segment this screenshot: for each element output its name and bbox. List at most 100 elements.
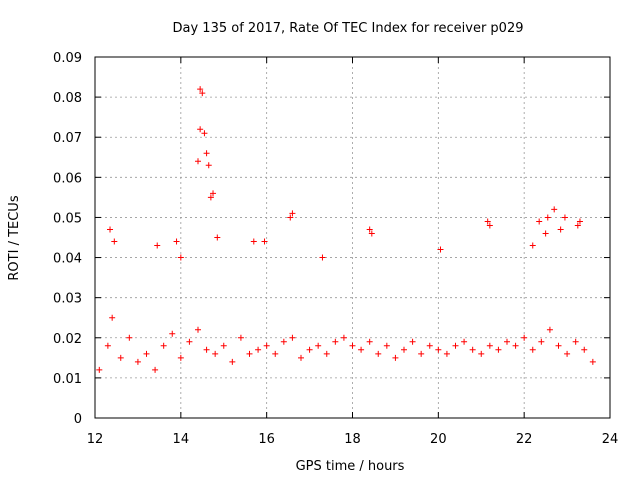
data-point (366, 226, 373, 233)
data-point (564, 350, 571, 357)
data-point (109, 314, 116, 321)
data-point (392, 354, 399, 361)
data-point (443, 350, 450, 357)
data-point (315, 342, 322, 349)
data-point (169, 330, 176, 337)
data-point (205, 162, 212, 169)
data-point (237, 334, 244, 341)
data-point (203, 150, 210, 157)
x-axis: 12 14 16 18 20 22 24 (87, 57, 619, 447)
y-tick-label: 0 (74, 412, 82, 427)
data-point (104, 342, 111, 349)
data-point (551, 206, 558, 213)
data-point (246, 350, 253, 357)
data-point (529, 242, 536, 249)
y-tick-label: 0.09 (53, 51, 82, 66)
data-point (409, 338, 416, 345)
data-point (280, 338, 287, 345)
y-tick-label: 0.01 (53, 372, 82, 387)
data-point (152, 366, 159, 373)
data-point (289, 334, 296, 341)
data-point (111, 238, 118, 245)
data-point (332, 338, 339, 345)
data-point (521, 334, 528, 341)
data-point (177, 254, 184, 261)
data-point (375, 350, 382, 357)
data-point (435, 346, 442, 353)
data-point (154, 242, 161, 249)
data-point (358, 346, 365, 353)
data-point (173, 238, 180, 245)
data-point (319, 254, 326, 261)
data-point (250, 238, 257, 245)
x-tick-label: 24 (602, 432, 619, 447)
data-point (298, 354, 304, 361)
data-point (478, 350, 485, 357)
data-point (486, 342, 493, 349)
data-point (401, 346, 407, 353)
data-point (306, 346, 313, 353)
data-point (199, 90, 206, 97)
data-point (504, 338, 510, 345)
data-point (134, 358, 141, 365)
x-tick-label: 22 (516, 432, 533, 447)
chart-title: Day 135 of 2017, Rate Of TEC Index for r… (173, 21, 524, 36)
data-point (512, 342, 519, 349)
data-point (143, 350, 150, 357)
data-point (160, 342, 167, 349)
grid (95, 57, 610, 418)
data-point (544, 214, 551, 221)
x-axis-label: GPS time / hours (296, 459, 405, 474)
data-point (368, 230, 375, 237)
y-tick-label: 0.05 (53, 211, 82, 226)
data-point (495, 346, 502, 353)
data-point (542, 230, 549, 237)
data-point (197, 86, 204, 93)
x-tick-label: 18 (344, 432, 361, 447)
y-tick-label: 0.03 (53, 292, 82, 307)
data-point (589, 358, 596, 365)
data-point (186, 338, 193, 345)
data-point (214, 234, 221, 241)
data-point (484, 218, 491, 225)
data-point (340, 334, 347, 341)
data-point (469, 346, 476, 353)
data-point (287, 214, 294, 221)
data-point (538, 338, 545, 345)
data-point (210, 190, 217, 197)
data-point (177, 354, 184, 361)
y-tick-label: 0.07 (53, 131, 82, 146)
data-point (261, 238, 268, 245)
data-point (437, 246, 444, 253)
data-point (126, 334, 133, 341)
data-point (201, 130, 208, 137)
data-point (207, 194, 214, 201)
data-point (255, 346, 262, 353)
data-point (195, 158, 201, 165)
data-point (555, 342, 562, 349)
data-point (418, 350, 425, 357)
data-point (197, 126, 204, 133)
data-point (576, 218, 583, 225)
y-tick-label: 0.02 (53, 332, 82, 347)
data-point (561, 214, 568, 221)
x-tick-label: 16 (258, 432, 275, 447)
x-tick-label: 14 (173, 432, 190, 447)
data-point (349, 342, 356, 349)
data-point (574, 222, 581, 229)
data-point (96, 366, 103, 373)
data-point (461, 338, 468, 345)
data-point (557, 226, 564, 233)
data-point (536, 218, 543, 225)
y-tick-label: 0.06 (53, 171, 82, 186)
data-point (212, 350, 219, 357)
data-point (229, 358, 236, 365)
y-tick-label: 0.08 (53, 91, 82, 106)
data-point (203, 346, 210, 353)
data-point (581, 346, 588, 353)
x-tick-label: 12 (87, 432, 104, 447)
data-point (529, 346, 536, 353)
y-axis-label: ROTI / TECUs (7, 195, 22, 280)
data-point (289, 210, 296, 217)
